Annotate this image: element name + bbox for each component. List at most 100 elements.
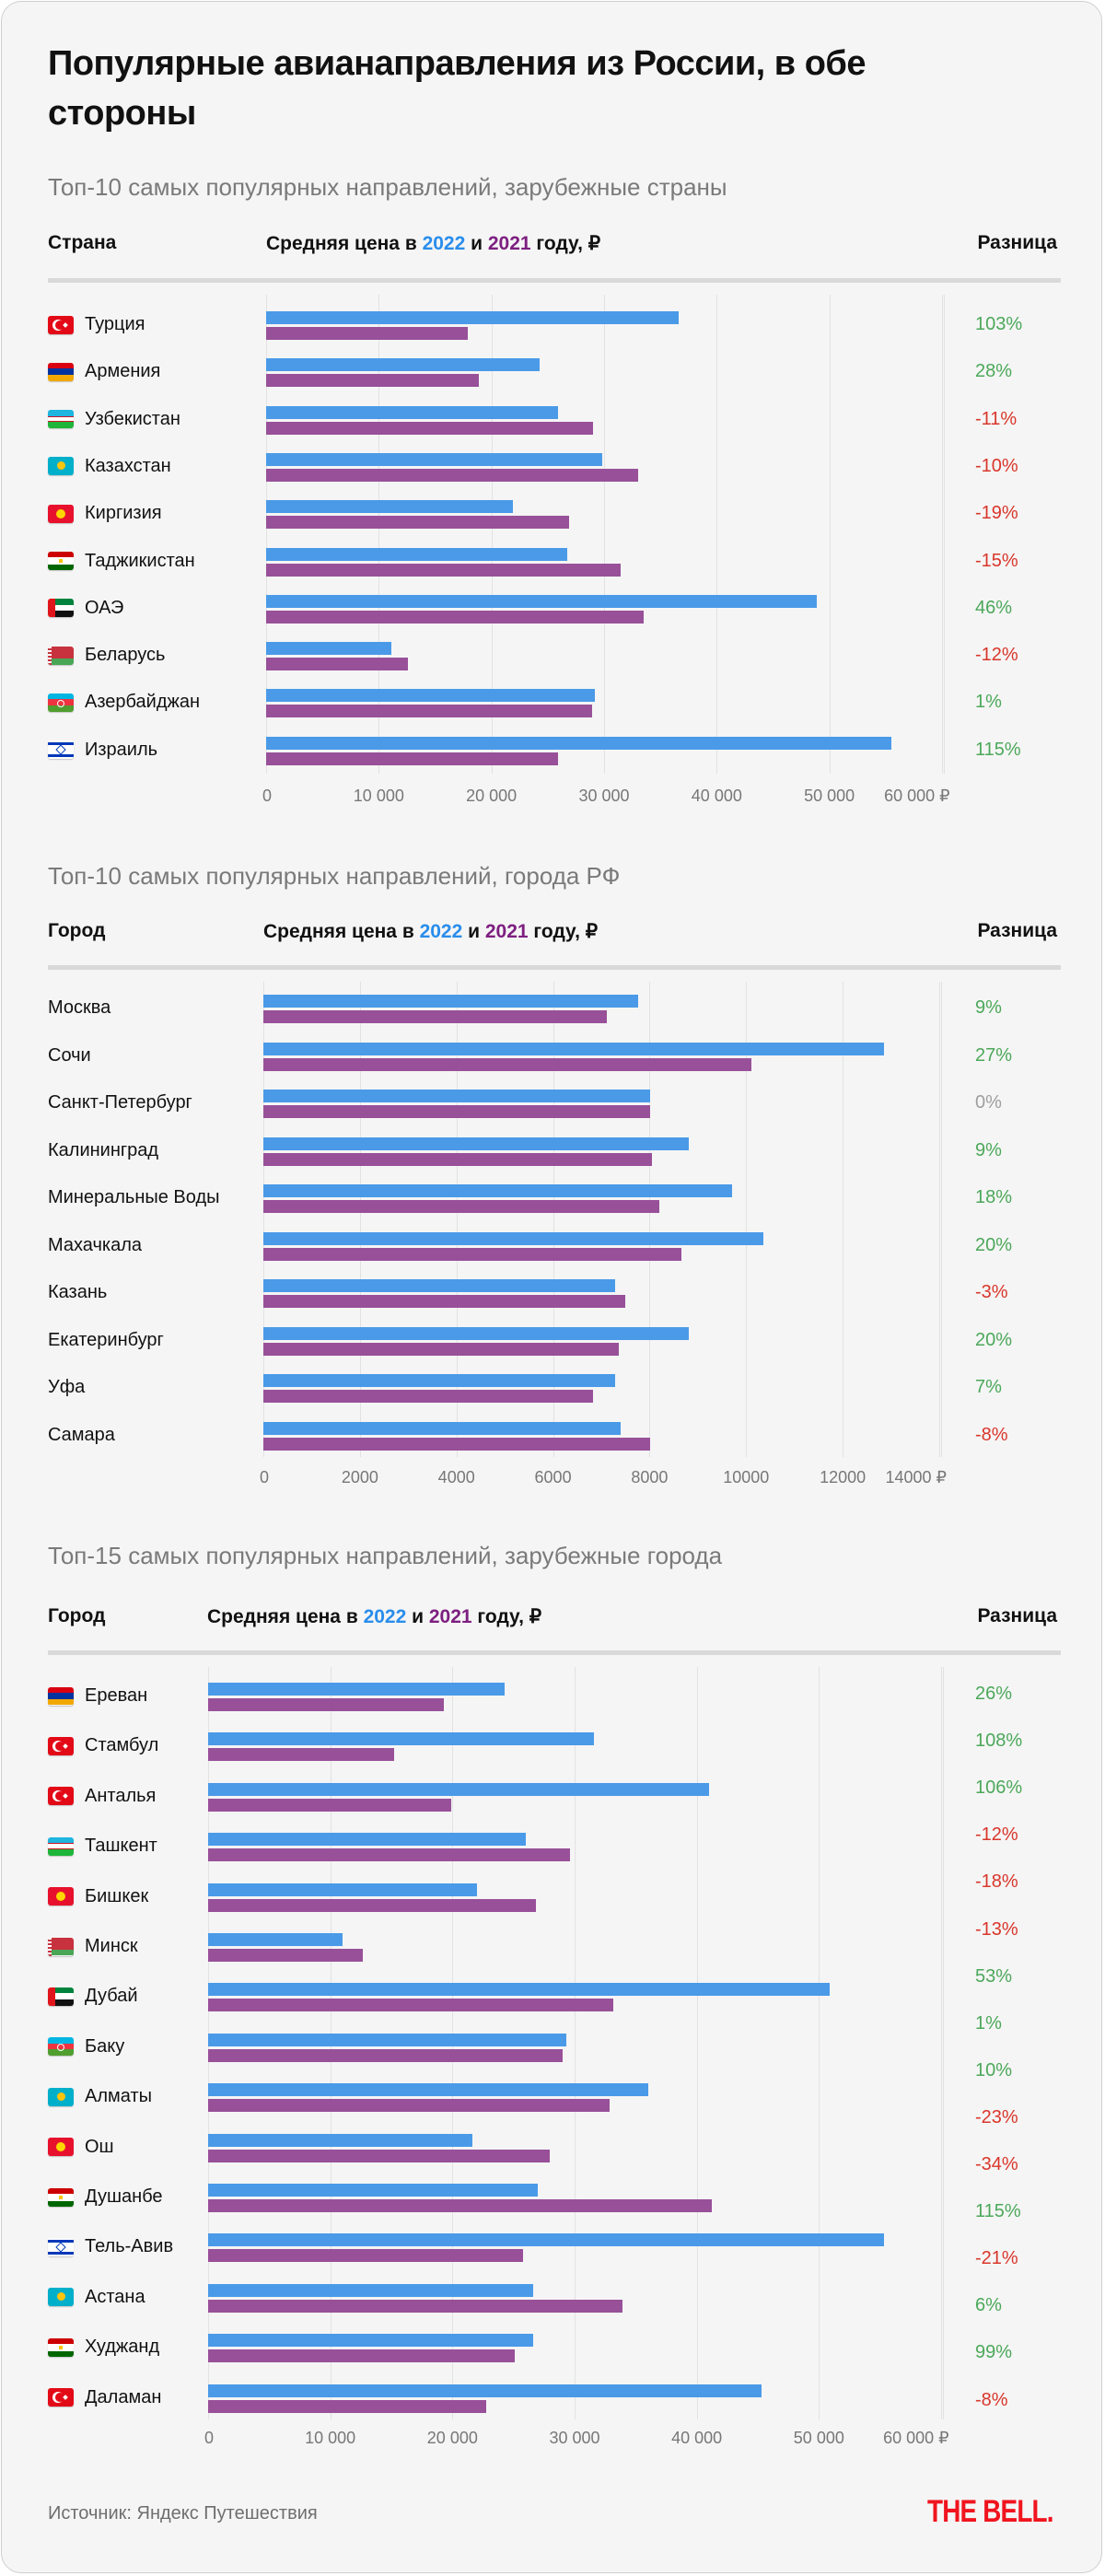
bar-2022 — [208, 1782, 709, 1796]
row-label-text: Душанбе — [85, 2186, 163, 2207]
diff-value: -3% — [975, 1282, 1008, 1302]
bar-2022 — [208, 1983, 831, 1997]
gridline — [378, 295, 380, 774]
flag-kg-icon — [48, 1887, 74, 1906]
x-tick-label: 0 — [204, 2429, 215, 2447]
diff-value: 9% — [975, 997, 1002, 1018]
bar-2021 — [208, 1698, 445, 1711]
flag-tr-icon — [48, 315, 74, 334]
row-label: Узбекистан — [48, 409, 180, 430]
row-label-text: Даламан — [85, 2386, 162, 2407]
row-label: Ташкент — [48, 1836, 157, 1857]
x-tick-label: 40 000 — [691, 787, 742, 805]
bar-2021 — [208, 2199, 712, 2212]
flag-il-icon — [48, 740, 74, 760]
row-label: Дубай — [48, 1986, 138, 2007]
flag-tr-icon — [48, 1787, 74, 1806]
gridline — [746, 982, 748, 1457]
diff-value: 20% — [975, 1234, 1013, 1255]
diff-value: 108% — [975, 1731, 1023, 1752]
bar-2022 — [266, 500, 513, 514]
bar-2022 — [208, 1683, 506, 1696]
bar-2021 — [266, 563, 622, 577]
column-header-label: Город — [48, 1605, 106, 1626]
x-tick-label: 60 000 ₽ — [884, 787, 950, 805]
gridline — [456, 982, 458, 1457]
row-label-text: Астана — [85, 2286, 145, 2307]
gridline — [552, 982, 554, 1457]
row-label-text: Худжанд — [85, 2337, 160, 2358]
diff-value: 46% — [975, 597, 1013, 618]
x-tick-label: 12000 — [820, 1468, 867, 1486]
row-label: Астана — [48, 2287, 145, 2308]
flag-tr-icon — [48, 1736, 74, 1755]
legend-2022: 2022 — [422, 233, 466, 254]
legend-mid: и — [465, 233, 488, 254]
row-label: Азербайджан — [48, 692, 200, 713]
bar-2021 — [263, 1200, 660, 1213]
flag-kg-icon — [48, 504, 74, 523]
bar-2021 — [208, 1999, 614, 2012]
diff-value: -11% — [975, 408, 1018, 429]
row-label: Баку — [48, 2036, 124, 2057]
row-label-text: Москва — [48, 997, 111, 1018]
flag-kz-icon — [48, 2087, 74, 2106]
row-label-text: Ош — [85, 2136, 114, 2157]
bar-2022 — [266, 642, 391, 656]
diff-value: 0% — [975, 1092, 1002, 1113]
flag-uz-icon — [48, 410, 74, 429]
row-label: Махачкала — [48, 1235, 142, 1256]
row-label: Казахстан — [48, 456, 171, 477]
bar-2022 — [263, 1136, 690, 1150]
diff-value: 26% — [975, 1684, 1013, 1704]
legend-header: Средняя цена в 2022 и 2021 году, ₽ — [266, 232, 600, 255]
flag-az-icon — [48, 693, 74, 712]
diff-value: -19% — [975, 503, 1018, 524]
row-label-text: Дубай — [85, 1986, 138, 2007]
diff-value: 7% — [975, 1377, 1002, 1397]
row-label: Худжанд — [48, 2337, 159, 2358]
bar-2022 — [266, 311, 679, 324]
row-label-text: Казань — [48, 1282, 108, 1302]
diff-value: 1% — [975, 2012, 1002, 2034]
row-label-text: Алматы — [85, 2086, 152, 2107]
row-label: Санкт-Петербург — [48, 1092, 192, 1113]
legend-prefix: Средняя цена в — [266, 233, 423, 254]
chart-title: Топ-15 самых популярных направлений, зар… — [48, 1542, 723, 1569]
bar-2021 — [263, 1437, 650, 1451]
bar-2022 — [208, 1732, 595, 1746]
bar-2022 — [266, 547, 567, 561]
row-label-text: Сочи — [48, 1044, 91, 1066]
row-label: Ош — [48, 2137, 114, 2158]
bar-2021 — [263, 1390, 593, 1403]
diff-value: 99% — [975, 2342, 1013, 2363]
x-tick-label: 60 000 ₽ — [883, 2429, 949, 2447]
column-header-label: Страна — [48, 232, 117, 253]
x-tick-label: 10 000 — [305, 2429, 356, 2447]
bar-2021 — [208, 2048, 563, 2062]
flag-tj-icon — [48, 2187, 74, 2207]
bar-2021 — [266, 468, 638, 482]
diff-separator — [944, 295, 945, 774]
gridline — [491, 295, 493, 774]
row-label: Москва — [48, 997, 110, 1019]
row-label: Турция — [48, 314, 145, 335]
bar-2022 — [263, 995, 638, 1008]
gridline — [941, 1667, 942, 2419]
bar-2021 — [266, 516, 570, 530]
flag-tj-icon — [48, 552, 74, 570]
row-label: Тель-Авив — [48, 2236, 173, 2257]
gridline — [263, 982, 264, 1457]
x-tick-label: 10000 — [723, 1468, 770, 1486]
bar-2021 — [266, 658, 409, 671]
diff-value: 1% — [975, 692, 1002, 713]
bar-2022 — [266, 594, 818, 608]
diff-value: 115% — [975, 739, 1021, 760]
diff-value: 103% — [975, 314, 1023, 334]
x-tick-label: 8000 — [631, 1468, 669, 1486]
bar-2021 — [208, 1949, 364, 1962]
bar-2022 — [266, 689, 596, 703]
diff-value: 18% — [975, 1187, 1013, 1207]
bar-2022 — [263, 1090, 650, 1102]
row-label: Бишкек — [48, 1886, 148, 1907]
